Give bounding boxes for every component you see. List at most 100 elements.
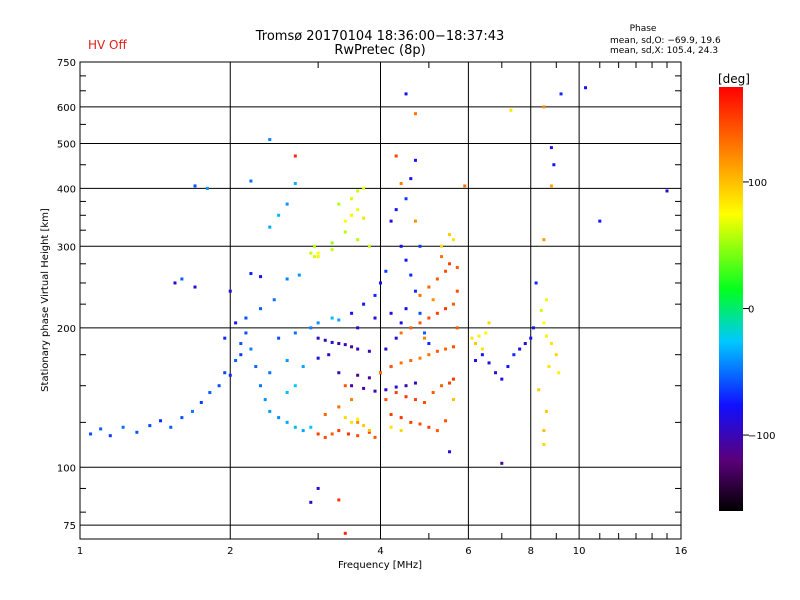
data-point — [367, 430, 371, 434]
data-point — [418, 321, 422, 325]
y-tick-label: 100 — [57, 463, 76, 474]
data-point — [323, 338, 327, 342]
data-point — [285, 391, 289, 395]
data-point — [549, 342, 553, 346]
data-point — [409, 177, 413, 181]
data-point — [494, 371, 498, 375]
data-point — [506, 365, 510, 369]
phase-stats-x: mean, sd,X: 105.4, 24.3 — [610, 46, 718, 56]
data-point — [484, 331, 488, 335]
data-point — [547, 365, 551, 369]
data-point — [272, 298, 276, 302]
colorbar-label: [deg] — [718, 72, 750, 86]
data-point — [350, 345, 354, 349]
data-point — [448, 262, 452, 266]
data-point — [285, 277, 289, 281]
data-point — [169, 425, 173, 429]
data-point — [327, 353, 331, 357]
data-point — [343, 416, 347, 420]
data-point — [448, 233, 452, 237]
data-point — [470, 336, 474, 340]
data-point — [418, 422, 422, 426]
data-point — [500, 377, 504, 381]
grid-lines — [80, 62, 681, 539]
data-point — [367, 376, 371, 380]
data-point — [362, 186, 366, 190]
data-point — [409, 420, 413, 424]
data-point — [350, 197, 354, 201]
data-point — [277, 336, 281, 340]
y-tick-label: 300 — [57, 242, 76, 253]
data-point — [309, 425, 313, 429]
data-point — [404, 384, 408, 388]
data-point — [440, 244, 444, 248]
colorbar-ticks: 100 0 −100 — [743, 178, 775, 442]
data-point — [337, 429, 341, 433]
y-tick-label: 600 — [57, 103, 76, 114]
data-point — [409, 273, 413, 277]
data-point — [356, 326, 360, 330]
data-point — [356, 420, 360, 424]
data-point — [448, 450, 452, 454]
data-point — [473, 359, 477, 363]
data-point — [440, 384, 444, 388]
data-point — [584, 86, 588, 90]
data-point — [337, 371, 341, 375]
data-point — [135, 430, 139, 434]
data-point — [249, 347, 253, 351]
data-point — [343, 531, 347, 535]
data-point — [263, 398, 267, 402]
data-point — [509, 108, 513, 112]
data-point — [367, 244, 371, 248]
data-point — [399, 244, 403, 248]
data-point — [337, 318, 341, 322]
data-point — [451, 345, 455, 349]
data-point — [373, 316, 377, 320]
data-point — [316, 251, 320, 255]
data-point — [356, 189, 360, 193]
data-point — [379, 371, 382, 375]
data-point — [350, 384, 354, 388]
data-point — [312, 255, 316, 259]
data-point — [418, 244, 422, 248]
data-point — [379, 281, 382, 285]
data-point — [268, 225, 272, 229]
data-point — [394, 154, 398, 158]
data-point — [559, 92, 563, 96]
data-point — [208, 391, 212, 395]
data-point — [330, 316, 334, 320]
chart-title-line1: Tromsø 20170104 18:36:00−18:37:43 — [255, 29, 505, 44]
data-point — [451, 302, 455, 306]
data-point — [343, 219, 347, 223]
data-point — [451, 398, 455, 402]
data-point — [544, 409, 548, 413]
data-point — [549, 146, 553, 150]
data-point — [343, 384, 347, 388]
x-tick-label: 8 — [528, 546, 534, 557]
data-point — [301, 365, 305, 369]
data-point — [518, 347, 522, 351]
data-point — [399, 331, 403, 335]
data-point — [356, 208, 360, 212]
data-point — [259, 307, 263, 311]
y-axis-label: Stationary phase Virtual Height [km] — [40, 208, 51, 392]
data-point — [373, 293, 377, 297]
data-point — [228, 373, 232, 377]
data-point — [413, 381, 417, 385]
data-point — [413, 112, 417, 116]
data-point — [234, 321, 238, 325]
data-point — [409, 326, 413, 330]
data-point — [193, 285, 197, 289]
data-point — [435, 311, 439, 315]
y-tick-label: 200 — [57, 324, 76, 335]
data-point — [285, 202, 289, 206]
data-point — [455, 265, 459, 269]
data-point — [444, 307, 448, 311]
data-point — [249, 179, 253, 183]
data-point — [199, 400, 203, 404]
phase-box-title: Phase — [630, 24, 657, 34]
data-point — [293, 425, 297, 429]
data-point — [531, 326, 535, 330]
data-point — [309, 500, 313, 504]
